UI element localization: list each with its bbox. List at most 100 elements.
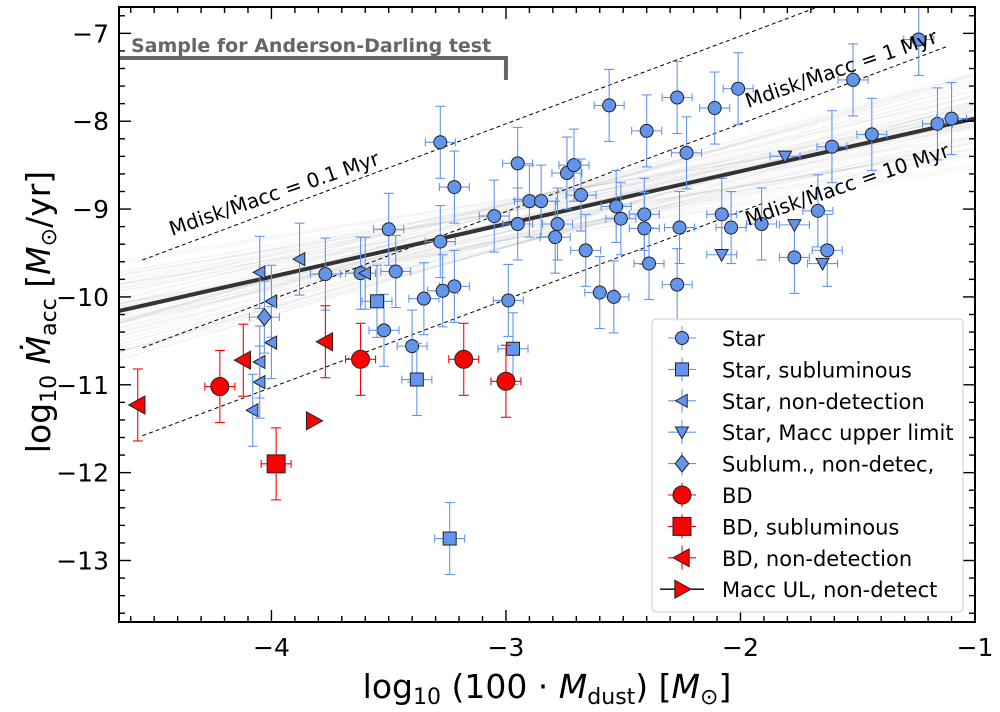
data-point-star: [911, 32, 926, 47]
axes: −4 −3 −2 −1 −13 −12 −11 −10 −9 −8 −7: [56, 6, 994, 662]
series-star: [309, 7, 968, 383]
data-point-star: [824, 139, 839, 154]
legend-entry-star_sub: Star, subluminous: [668, 357, 912, 382]
legend-marker-star: [675, 331, 689, 345]
legend-entry-bd_nd: BD, non-detection: [668, 545, 912, 571]
series-star_sub: [361, 264, 529, 576]
data-point-ul_nd: [305, 410, 324, 431]
data-point-star: [642, 256, 657, 271]
data-point-bd: [454, 349, 474, 369]
data-point-star: [639, 123, 654, 138]
data-point-star: [820, 243, 835, 258]
data-point-star: [670, 277, 685, 292]
legend-marker-star_ul: [674, 426, 690, 440]
data-point-star: [405, 339, 420, 354]
data-point-star: [501, 293, 516, 308]
series-bd_nd: [127, 305, 334, 442]
legend-entry-sub_nd: Sublum., non-detec,: [668, 451, 934, 477]
data-point-star_ul: [815, 257, 830, 272]
data-point-star: [672, 220, 687, 235]
legend-label-sub_nd: Sublum., non-detec,: [722, 453, 934, 477]
data-point-star: [944, 111, 959, 126]
series-bd_sub: [260, 427, 292, 501]
legend-label-star_ul: Star, Macc upper limit: [722, 421, 954, 445]
data-point-star: [864, 127, 879, 142]
data-point-star: [613, 211, 628, 226]
series-ul_nd: [305, 410, 324, 431]
data-point-bd_nd: [315, 331, 334, 352]
data-point-star: [447, 180, 462, 195]
data-point-star: [810, 203, 825, 218]
data-point-star_sub: [369, 294, 384, 309]
legend-entry-ul_nd: Macc UL, non-detect: [660, 578, 937, 602]
data-point-star_sub: [442, 531, 457, 546]
x-tick-label: −2: [722, 633, 759, 662]
data-point-star: [381, 222, 396, 237]
legend-label-ul_nd: Macc UL, non-detect: [722, 578, 937, 602]
legend-marker-star_sub: [675, 362, 689, 377]
data-point-star: [550, 217, 565, 232]
legend-marker-sub_nd: [674, 454, 690, 473]
legend-entry-star: Star: [668, 326, 765, 351]
data-point-star_nd: [245, 402, 259, 418]
data-point-star: [534, 194, 549, 209]
legend-label-star_nd: Star, non-detection: [722, 390, 925, 414]
data-point-star: [433, 234, 448, 249]
sample-label: Sample for Anderson-Darling test: [131, 35, 491, 57]
error-bar: [663, 190, 696, 265]
data-point-star_sub: [409, 372, 424, 387]
fit-band-line: [119, 165, 975, 308]
data-point-star: [566, 158, 581, 173]
x-tick-label: −4: [253, 633, 290, 662]
legend-entry-bd_sub: BD, subluminous: [668, 514, 899, 539]
data-markers: [127, 7, 968, 576]
plot-area: [119, 7, 975, 576]
data-point-star: [578, 243, 593, 258]
x-tick-label: −1: [957, 633, 994, 662]
data-point-star: [846, 72, 861, 87]
legend-entry-bd: BD: [668, 483, 753, 508]
data-point-star: [754, 217, 769, 232]
data-point-star: [433, 135, 448, 150]
data-point-star_nd: [252, 264, 266, 280]
legend-marker-ul_nd: [674, 579, 693, 600]
data-point-bd_nd: [127, 395, 146, 415]
error-bar: [408, 262, 440, 336]
sample-range-bar: [119, 55, 508, 80]
legend-marker-bd_nd: [671, 547, 690, 568]
data-point-star: [731, 81, 746, 96]
data-point-star: [930, 116, 945, 131]
legend-box: [651, 318, 964, 613]
data-point-bd: [496, 371, 516, 391]
legend-label-star_sub: Star, subluminous: [722, 358, 912, 382]
data-point-star: [388, 264, 403, 279]
data-point-star_nd: [252, 354, 266, 370]
data-point-star_nd: [357, 265, 371, 281]
data-point-star: [435, 283, 450, 298]
series-sub_nd: [248, 280, 280, 354]
y-tick-label: −12: [56, 459, 109, 488]
series-star_ul: [706, 150, 839, 272]
y-tick-label: −7: [72, 19, 109, 48]
y-tick-label: −11: [56, 371, 109, 400]
legend-entry-star_ul: Star, Macc upper limit: [668, 420, 954, 445]
y-tick-label: −13: [56, 547, 109, 576]
data-point-star: [707, 101, 722, 116]
data-point-star: [510, 156, 525, 171]
series-bd: [204, 322, 522, 424]
y-tick-label: −10: [56, 283, 109, 312]
y-axis-title: log10 Ṁacc [M⊙/yr]: [19, 171, 62, 453]
legend-marker-star_nd: [674, 393, 688, 409]
data-point-star: [548, 230, 563, 245]
data-point-star: [670, 90, 685, 105]
legend-marker-bd: [672, 485, 692, 505]
data-point-star: [510, 217, 525, 232]
data-point-star_ul: [777, 150, 793, 164]
data-point-star: [318, 267, 333, 282]
data-point-star_ul: [714, 249, 730, 263]
data-point-star_nd: [252, 374, 266, 390]
data-point-star: [416, 291, 431, 306]
data-point-star: [787, 250, 802, 265]
reference-line-0.1Myr: [142, 7, 820, 261]
